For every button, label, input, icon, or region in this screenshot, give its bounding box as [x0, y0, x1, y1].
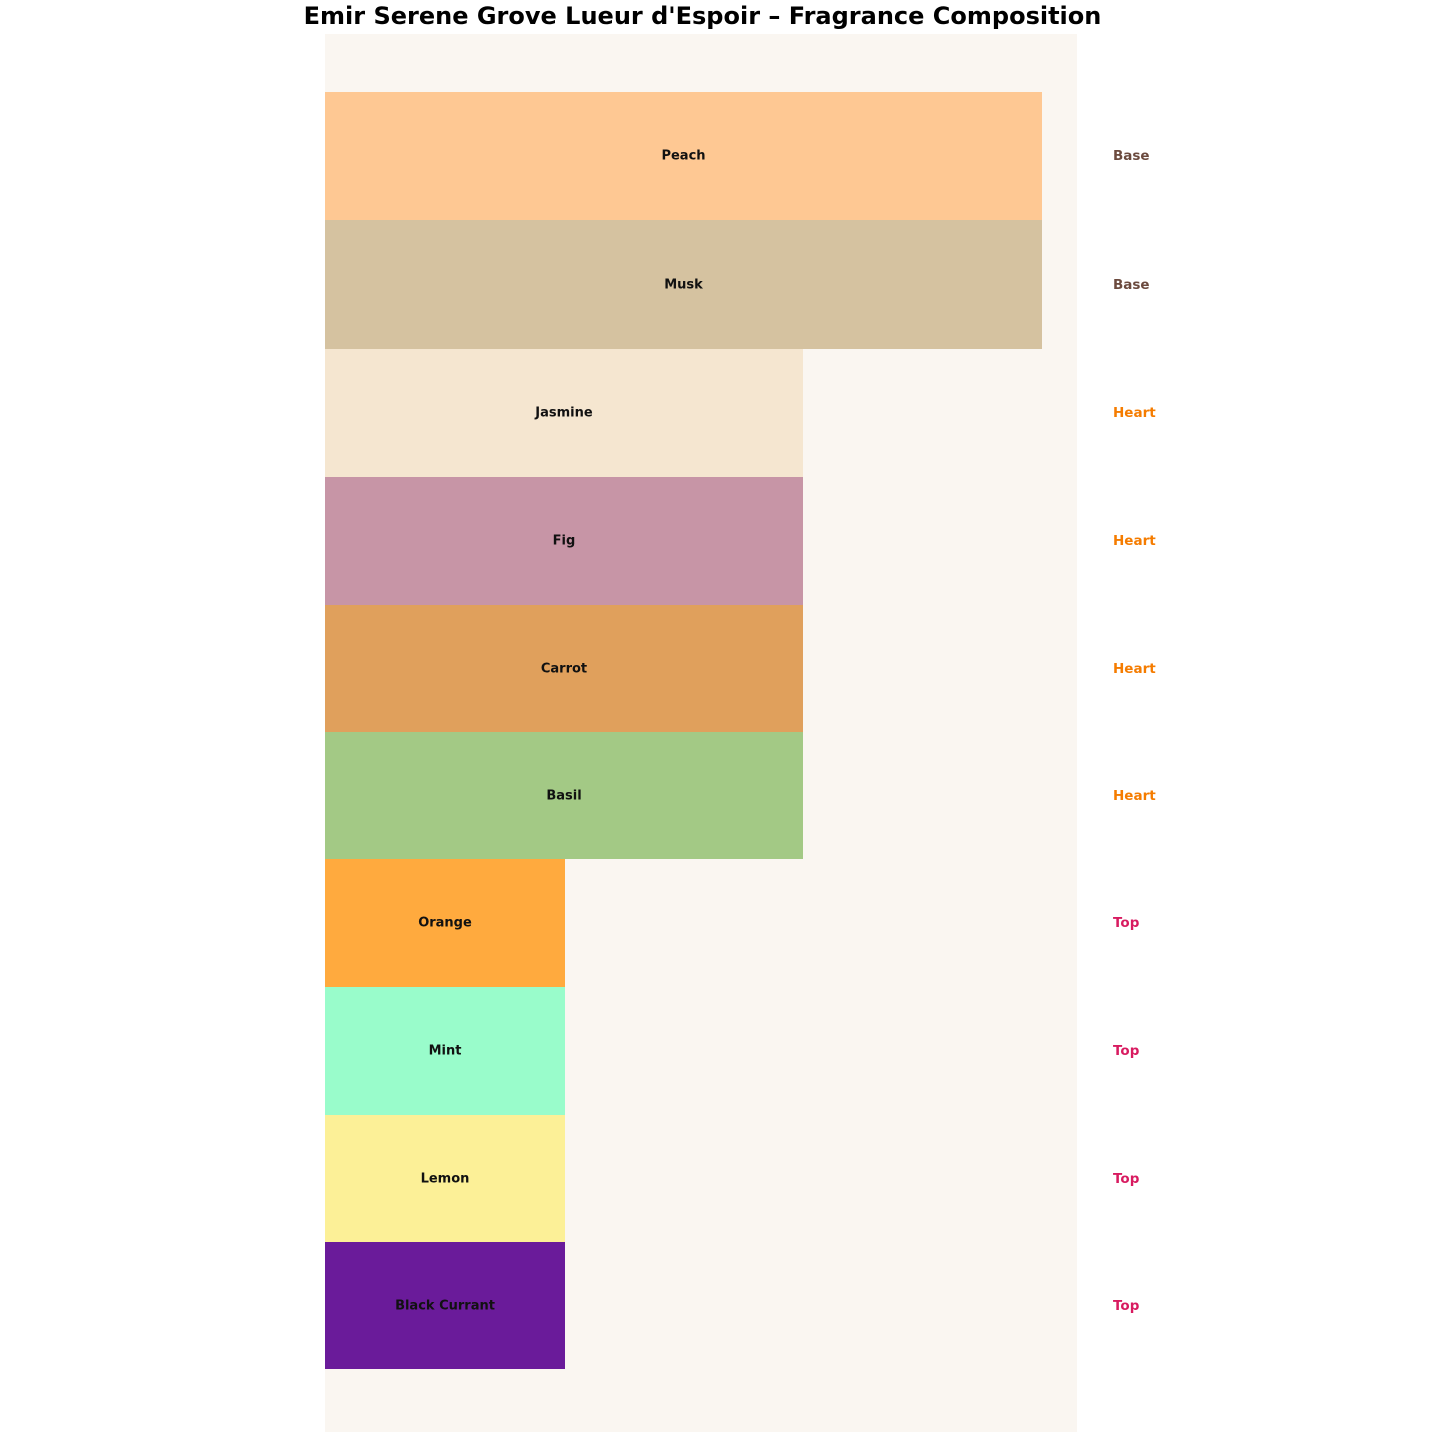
bar-label: Jasmine — [535, 405, 593, 421]
note-label-heart: Heart — [1113, 787, 1156, 804]
bar-label: Orange — [418, 915, 472, 931]
note-label-base: Base — [1113, 276, 1150, 293]
bar-carrot[interactable]: Carrot — [325, 605, 803, 732]
bar-orange[interactable]: Orange — [325, 859, 565, 987]
bar-label: Carrot — [540, 661, 588, 676]
bar-label: Lemon — [420, 1171, 470, 1186]
bar-jasmine[interactable]: Jasmine — [325, 349, 803, 477]
note-label-top: Top — [1113, 1297, 1140, 1314]
note-label-top: Top — [1113, 1043, 1140, 1059]
note-label-heart: Heart — [1113, 660, 1156, 677]
bar-label: Musk — [664, 277, 703, 292]
bar-label: Mint — [428, 1043, 462, 1059]
note-label-heart: Heart — [1113, 405, 1156, 421]
bar-label: Fig — [552, 533, 576, 549]
note-label-heart: Heart — [1113, 533, 1156, 549]
bar-fig[interactable]: Fig — [325, 477, 803, 605]
chart-plot-area: Peach Musk Jasmine Fig Carrot Basil Orange Mint… — [325, 34, 1077, 1432]
bar-lemon[interactable]: Lemon — [325, 1115, 565, 1242]
note-label-base: Base — [1113, 148, 1150, 164]
note-label-top: Top — [1113, 1170, 1140, 1187]
bar-label: Peach — [661, 148, 706, 164]
note-label-top: Top — [1113, 915, 1140, 931]
page-title: Emir Serene Grove Lueur d'Espoir – Fragr… — [303, 2, 1102, 30]
bar-peach[interactable]: Peach — [325, 92, 1042, 220]
bar-label: Black Currant — [395, 1298, 495, 1313]
bar-label: Basil — [546, 788, 582, 803]
bar-basil[interactable]: Basil — [325, 732, 803, 859]
bar-mint[interactable]: Mint — [325, 987, 565, 1115]
bar-musk[interactable]: Musk — [325, 220, 1042, 349]
bar-black-currant[interactable]: Black Currant — [325, 1242, 565, 1369]
